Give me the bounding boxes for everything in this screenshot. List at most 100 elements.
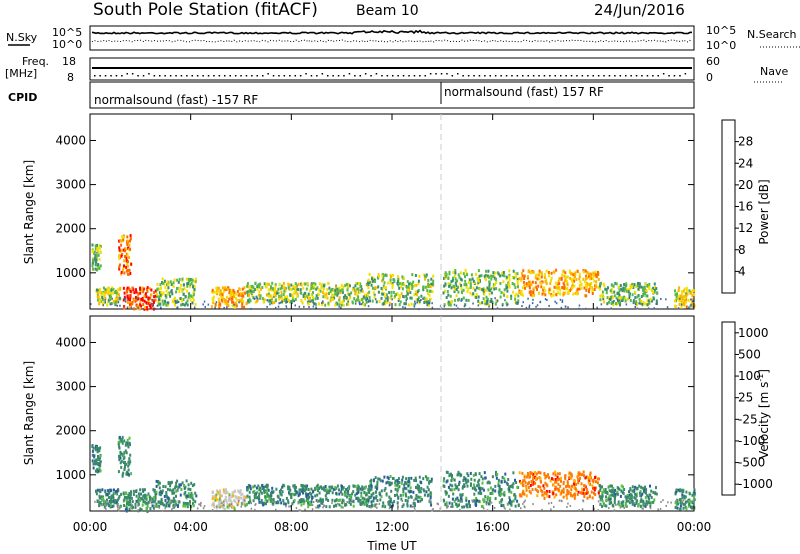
- range-gate-cell: [296, 491, 299, 495]
- range-gate-cell: [283, 502, 285, 506]
- range-gate-cell: [646, 303, 649, 307]
- range-gate-cell: [460, 298, 463, 302]
- low-range-cell: [578, 509, 580, 512]
- range-gate-cell: [142, 290, 145, 294]
- range-gate-cell: [552, 472, 555, 476]
- range-gate-cell: [563, 283, 566, 287]
- range-gate-cell: [682, 494, 685, 498]
- range-gate-cell: [164, 301, 166, 305]
- range-gate-cell: [502, 271, 505, 274]
- range-gate-cell: [655, 287, 658, 291]
- range-gate-cell: [381, 273, 384, 276]
- range-gate-cell: [685, 294, 688, 298]
- range-gate-cell: [302, 293, 305, 297]
- range-gate-cell: [674, 293, 677, 297]
- range-gate-cell: [525, 494, 528, 498]
- low-range-cell: [279, 301, 282, 304]
- range-gate-cell: [102, 496, 105, 500]
- range-gate-cell: [182, 283, 185, 287]
- range-gate-cell: [583, 484, 586, 488]
- range-gate-cell: [121, 235, 124, 239]
- range-gate-cell: [645, 488, 648, 492]
- low-range-cell: [585, 307, 587, 310]
- low-range-cell: [274, 306, 277, 309]
- range-gate-cell: [462, 272, 465, 276]
- range-gate-cell: [560, 277, 563, 281]
- range-gate-cell: [272, 293, 275, 297]
- range-gate-cell: [564, 279, 566, 283]
- range-gate-cell: [392, 290, 395, 294]
- range-gate-cell: [253, 484, 256, 488]
- range-gate-cell: [212, 295, 215, 299]
- range-gate-cell: [139, 287, 141, 291]
- range-gate-cell: [120, 248, 123, 252]
- range-gate-cell: [420, 294, 423, 298]
- range-gate-cell: [107, 491, 110, 495]
- range-gate-cell: [499, 282, 502, 285]
- range-gate-cell: [557, 488, 560, 492]
- range-gate-cell: [298, 488, 301, 492]
- range-gate-cell: [186, 289, 189, 293]
- range-gate-cell: [586, 496, 589, 500]
- range-gate-cell: [629, 283, 632, 287]
- range-gate-cell: [530, 480, 533, 483]
- range-gate-cell: [453, 487, 456, 491]
- range-gate-cell: [528, 475, 531, 479]
- range-gate-cell: [517, 503, 520, 507]
- range-gate-cell: [97, 458, 100, 461]
- range-gate-cell: [481, 477, 484, 481]
- low-range-cell: [102, 304, 105, 307]
- range-gate-cell: [597, 285, 600, 289]
- range-gate-cell: [167, 286, 170, 290]
- range-gate-cell: [458, 480, 461, 484]
- range-gate-cell: [274, 291, 276, 295]
- range-gate-cell: [458, 503, 461, 507]
- low-range-cell: [660, 298, 662, 300]
- range-gate-cell: [380, 495, 383, 499]
- nave-point: [148, 73, 150, 75]
- nave-point: [169, 75, 172, 77]
- range-gate-cell: [624, 502, 627, 505]
- range-gate-cell: [552, 270, 555, 274]
- low-range-cell: [486, 509, 489, 512]
- range-gate-cell: [540, 275, 543, 279]
- range-gate-cell: [99, 501, 102, 505]
- range-gate-cell: [345, 503, 348, 507]
- range-gate-cell: [131, 302, 134, 306]
- range-gate-cell: [360, 491, 363, 495]
- range-gate-cell: [150, 288, 153, 292]
- range-gate-cell: [548, 274, 551, 278]
- range-gate-cell: [172, 281, 175, 285]
- range-gate-cell: [189, 285, 192, 289]
- range-gate-cell: [449, 483, 452, 487]
- range-gate-cell: [279, 492, 282, 496]
- range-gate-cell: [327, 303, 330, 307]
- range-gate-cell: [415, 479, 418, 483]
- range-gate-cell: [322, 486, 325, 490]
- range-gate-cell: [430, 277, 433, 281]
- low-range-cell: [101, 504, 103, 507]
- range-gate-cell: [557, 279, 560, 283]
- range-gate-cell: [394, 494, 396, 497]
- range-gate-cell: [159, 293, 162, 297]
- range-gate-cell: [165, 493, 168, 497]
- low-range-cell: [677, 307, 680, 310]
- range-gate-cell: [544, 481, 547, 485]
- range-gate-cell: [212, 301, 215, 305]
- range-gate-cell: [614, 488, 617, 492]
- range-gate-cell: [484, 288, 487, 292]
- range-gate-cell: [577, 481, 580, 485]
- range-gate-cell: [541, 273, 544, 277]
- range-gate-cell: [218, 305, 221, 309]
- range-gate-cell: [352, 500, 355, 504]
- range-gate-cell: [588, 272, 590, 276]
- nave-point: [424, 75, 426, 77]
- range-gate-cell: [183, 287, 186, 291]
- range-gate-cell: [681, 493, 684, 497]
- range-gate-cell: [381, 479, 384, 483]
- range-gate-cell: [544, 280, 547, 284]
- range-gate-cell: [633, 283, 636, 286]
- range-gate-cell: [527, 486, 530, 490]
- range-gate-cell: [169, 481, 172, 485]
- low-range-cell: [553, 505, 555, 508]
